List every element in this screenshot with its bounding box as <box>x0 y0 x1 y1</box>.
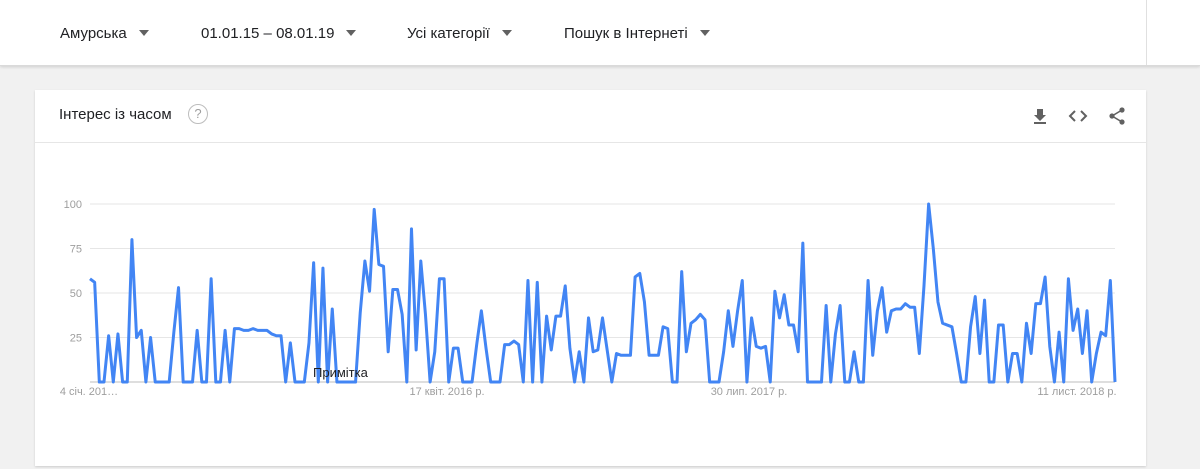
dropdown-caret-icon <box>501 30 512 36</box>
date-range-filter-label: 01.01.15 – 08.01.19 <box>201 24 335 42</box>
category-filter[interactable]: Усі категорії <box>407 22 512 44</box>
share-icon[interactable] <box>1107 106 1127 126</box>
interest-line-chart[interactable]: 25 50 75 100 4 січ. 201… 17 квіт. 2016 р. 30 л… <box>35 90 1146 466</box>
download-icon[interactable] <box>1030 106 1050 126</box>
search-type-filter-label: Пошук в Інтернеті <box>564 24 688 42</box>
x-tick-label: 17 квіт. 2016 р. <box>409 386 484 398</box>
explore-filter-bar: Амурська 01.01.15 – 08.01.19 Усі категор… <box>0 0 1200 66</box>
embed-code-icon[interactable] <box>1068 106 1088 126</box>
card-title: Інтерес із часом <box>59 106 172 123</box>
date-range-filter[interactable]: 01.01.15 – 08.01.19 <box>201 22 357 44</box>
dropdown-caret-icon <box>699 30 710 36</box>
category-filter-label: Усі категорії <box>407 24 490 42</box>
help-icon[interactable]: ? <box>188 104 208 124</box>
x-tick-label: 11 лист. 2018 р. <box>1037 386 1116 398</box>
card-header: Інтерес із часом ? <box>35 90 1146 143</box>
region-filter-label: Амурська <box>60 24 127 42</box>
dropdown-caret-icon <box>346 30 357 36</box>
y-tick-label: 50 <box>70 288 82 300</box>
interest-over-time-card: Інтерес із часом ? 25 50 75 1 <box>35 90 1146 466</box>
y-tick-label: 25 <box>70 333 82 345</box>
series-line[interactable] <box>89 202 1117 384</box>
divider <box>1146 0 1147 65</box>
y-tick-label: 100 <box>64 199 82 211</box>
x-tick-label: 30 лип. 2017 р. <box>711 386 788 398</box>
y-tick-label: 75 <box>70 244 82 256</box>
search-type-filter[interactable]: Пошук в Інтернеті <box>564 22 710 44</box>
dropdown-caret-icon <box>138 30 149 36</box>
region-filter[interactable]: Амурська <box>60 22 149 44</box>
annotation-label[interactable]: Примітка <box>313 365 369 380</box>
x-tick-label: 4 січ. 201… <box>60 386 118 398</box>
